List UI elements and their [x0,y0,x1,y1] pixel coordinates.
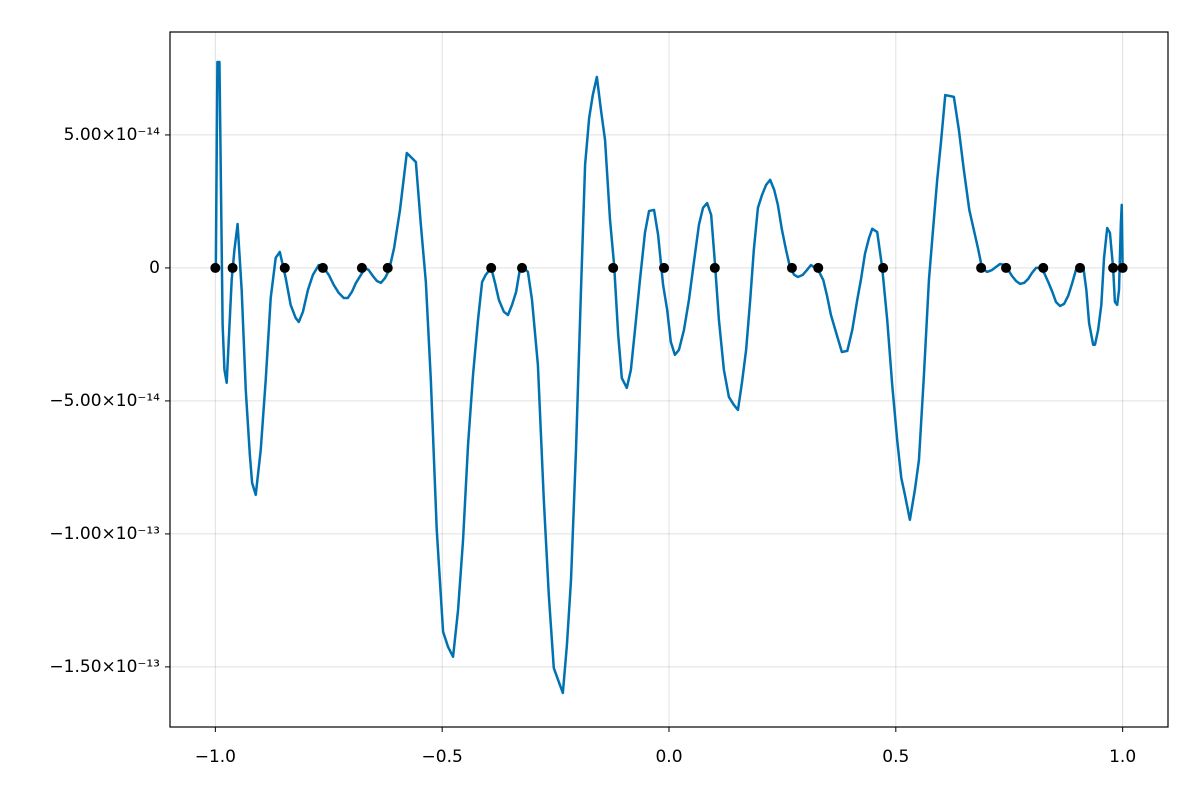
y-tick-label: 0 [149,258,160,278]
data-point [1074,262,1085,273]
x-tick-label: 0.5 [882,747,909,767]
data-point [1117,262,1128,273]
data-point [517,262,528,273]
data-point [1001,262,1012,273]
data-point [709,262,720,273]
data-point [878,262,889,273]
x-tick-label: −1.0 [195,747,236,767]
data-point [210,262,221,273]
data-point [227,262,238,273]
data-point [608,262,619,273]
data-point [1038,262,1049,273]
plot-frame [169,31,1169,728]
data-point [976,262,987,273]
y-tick-label: −5.00×10⁻¹⁴ [49,391,160,411]
data-point [813,262,824,273]
data-point [786,262,797,273]
data-point [1108,262,1119,273]
data-point [659,262,670,273]
x-tick-label: 0.0 [655,747,682,767]
data-point [486,262,497,273]
x-tick-label: −0.5 [422,747,463,767]
x-tick-label: 1.0 [1109,747,1136,767]
data-point [356,262,367,273]
y-tick-label: 5.00×10⁻¹⁴ [64,125,161,145]
data-point [382,262,393,273]
data-point [279,262,290,273]
data-point [317,262,328,273]
y-tick-label: −1.00×10⁻¹³ [49,524,160,544]
y-tick-label: −1.50×10⁻¹³ [49,657,160,677]
